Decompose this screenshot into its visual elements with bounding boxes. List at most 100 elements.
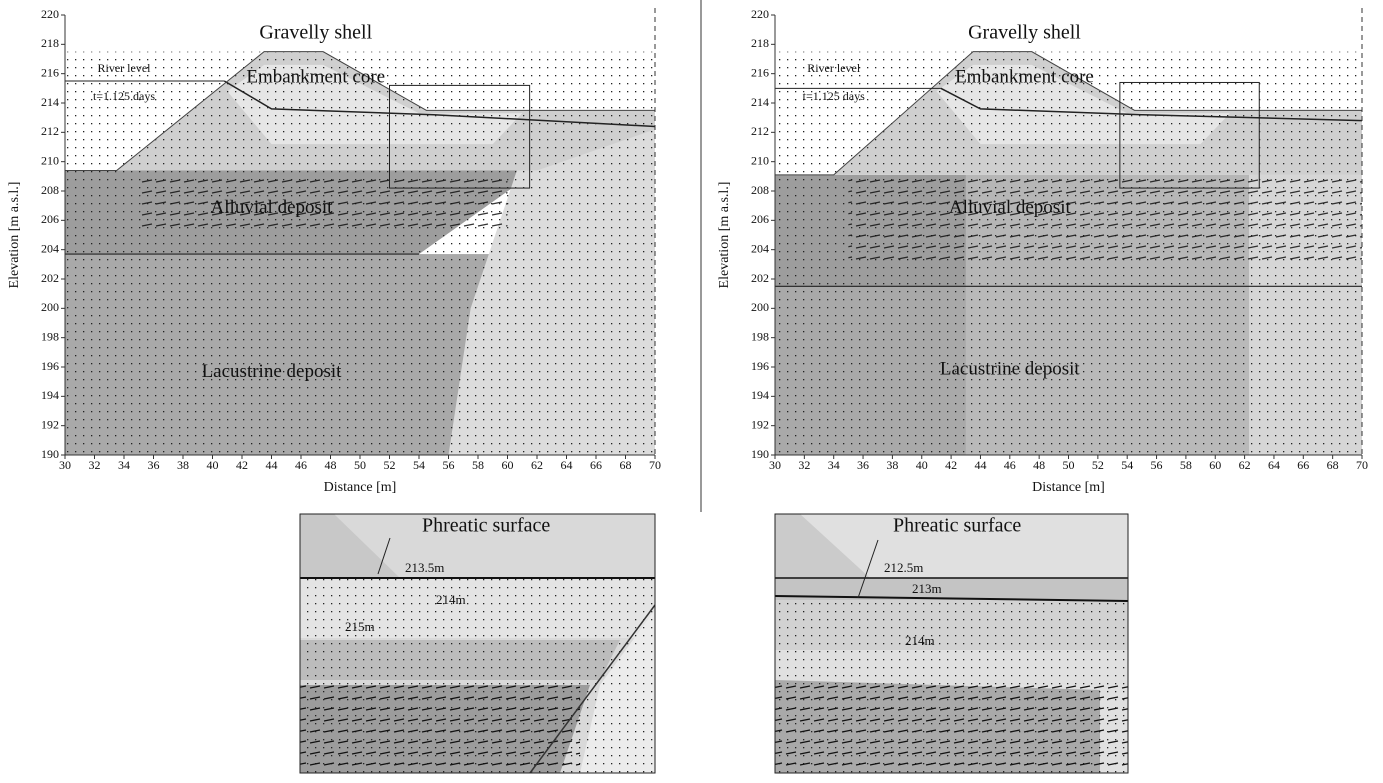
velocity-field [848,179,1362,264]
x-tick-label: 48 [1033,458,1045,472]
x-tick-label: 60 [502,458,514,472]
y-tick-label: 202 [751,271,769,285]
x-tick-label: 54 [1121,458,1133,472]
figure: 30 32 34 36 38 40 42 44 46 48 50 52 54 56 58 60 62 64 66 68… [0,0,1383,778]
x-tick-label: 66 [1297,458,1309,472]
y-axis-label: Elevation [m a.s.l.] [717,182,732,289]
x-tick-label: 52 [384,458,396,472]
annotation: Embankment core [246,66,385,87]
x-tick-label: 42 [236,458,248,472]
x-tick-label: 30 [769,458,781,472]
annotation: Lacustrine deposit [940,358,1081,379]
y-tick-label: 200 [751,300,769,314]
annotation: t=1.125 days [93,89,155,103]
annotation: Gravelly shell [259,22,372,44]
y-tick-label: 190 [751,447,769,461]
y-tick-label: 220 [751,7,769,21]
x-tick-label: 60 [1209,458,1221,472]
y-tick-label: 214 [751,95,769,109]
x-tick-label: 64 [561,458,573,472]
y-axis-label: Elevation [m a.s.l.] [7,182,22,289]
y-tick-label: 210 [751,153,769,167]
annotation: River level [98,61,152,75]
y-tick-label: 196 [751,359,769,373]
x-tick-label: 68 [1327,458,1339,472]
x-tick-label: 32 [89,458,101,472]
x-tick-label: 46 [1004,458,1016,472]
annotation: Alluvial deposit [949,197,1072,218]
y-tick-label: 204 [41,241,59,255]
contour-label: 214m [905,633,935,648]
x-tick-label: 58 [1180,458,1192,472]
y-tick-label: 192 [751,417,769,431]
x-tick-label: 48 [325,458,337,472]
x-tick-label: 38 [886,458,898,472]
x-tick-label: 32 [798,458,810,472]
x-tick-label: 38 [177,458,189,472]
y-tick-label: 190 [41,447,59,461]
y-tick-label: 206 [41,212,59,226]
x-tick-label: 40 [916,458,928,472]
x-tick-label: 44 [974,458,986,472]
x-axis-label: Distance [m] [1032,480,1105,495]
x-tick-label: 58 [472,458,484,472]
y-tick-label: 194 [751,388,769,402]
x-tick-label: 56 [443,458,455,472]
x-tick-label: 50 [1063,458,1075,472]
y-tick-label: 192 [41,417,59,431]
section-panel: 30 32 34 36 38 40 42 44 46 48 50 52 54 56 58 60 62 64 66 68… [717,7,1368,495]
contour-label: 214m [436,592,466,607]
x-tick-label: 42 [945,458,957,472]
y-tick-label: 220 [41,7,59,21]
inset: Phreatic surface 212.5m 213m 214m [775,514,1128,773]
x-tick-label: 30 [59,458,71,472]
y-tick-label: 216 [751,65,769,79]
x-tick-label: 52 [1092,458,1104,472]
y-tick-label: 212 [751,124,769,138]
y-tick-label: 196 [41,359,59,373]
x-tick-label: 70 [649,458,661,472]
inset: Phreatic surface 213.5m 214m 215m [300,514,655,773]
y-tick-label: 212 [41,124,59,138]
x-tick-label: 54 [413,458,425,472]
contour-label: 213m [912,581,942,596]
x-axis-label: Distance [m] [324,480,397,495]
x-tick-label: 62 [531,458,543,472]
x-tick-label: 56 [1151,458,1163,472]
y-tick-label: 218 [41,36,59,50]
annotation: t=1.125 days [803,89,865,103]
inset-title: Phreatic surface [893,515,1021,537]
y-tick-label: 200 [41,300,59,314]
x-tick-label: 50 [354,458,366,472]
y-tick-label: 210 [41,153,59,167]
contour-label: 213.5m [405,560,444,575]
y-tick-label: 206 [751,212,769,226]
y-tick-label: 216 [41,65,59,79]
inset-title: Phreatic surface [422,515,550,537]
annotation: Alluvial deposit [211,197,334,218]
x-tick-label: 44 [266,458,278,472]
x-tick-label: 64 [1268,458,1280,472]
y-tick-label: 198 [751,329,769,343]
annotation: Embankment core [955,66,1094,87]
y-tick-label: 204 [751,241,769,255]
y-tick-label: 218 [751,36,769,50]
x-tick-label: 34 [828,458,840,472]
x-tick-label: 36 [857,458,869,472]
y-tick-label: 214 [41,95,59,109]
x-tick-label: 68 [620,458,632,472]
x-tick-label: 66 [590,458,602,472]
y-tick-label: 208 [41,183,59,197]
annotation: Gravelly shell [968,22,1081,44]
x-tick-label: 46 [295,458,307,472]
y-tick-label: 198 [41,329,59,343]
x-tick-label: 62 [1239,458,1251,472]
y-tick-label: 208 [751,183,769,197]
x-tick-label: 36 [148,458,160,472]
section-panel: 3032343638404244464850525456586062646668… [7,7,661,495]
contour-label: 215m [345,619,375,634]
y-tick-label: 194 [41,388,59,402]
contour-label: 212.5m [884,560,923,575]
x-tick-label: 40 [207,458,219,472]
annotation: Lacustrine deposit [202,361,343,382]
